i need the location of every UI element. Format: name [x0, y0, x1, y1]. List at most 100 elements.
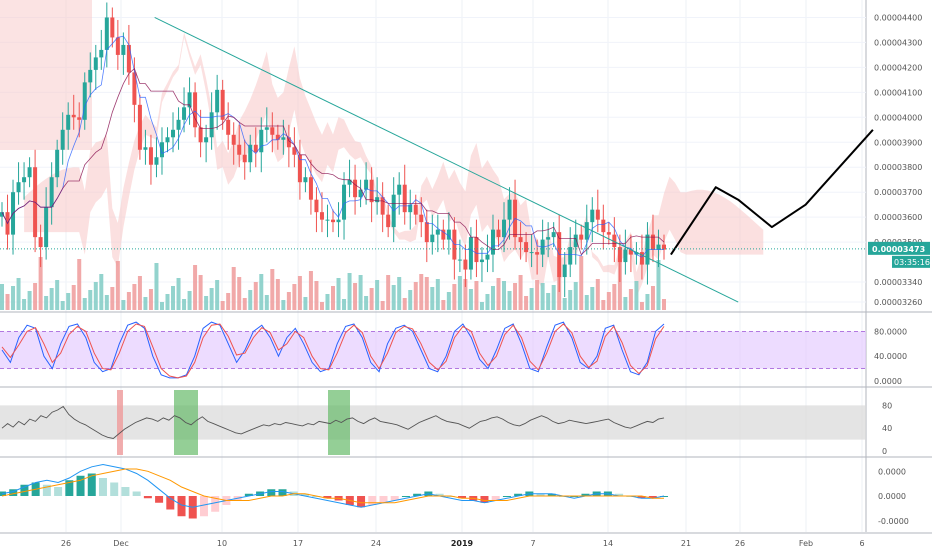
candle-body	[66, 114, 71, 130]
time-tick-label: Dec	[113, 539, 128, 548]
volume-bar	[176, 278, 181, 310]
time-tick-label: 24	[371, 539, 381, 548]
macd-tick-label: -0.0000	[878, 517, 909, 526]
macd-histogram-bar	[480, 496, 489, 503]
candle-body	[524, 242, 529, 253]
volume-bar	[215, 280, 220, 310]
volume-bar	[319, 302, 324, 310]
candle-body	[662, 244, 666, 250]
volume-bar	[413, 282, 418, 310]
volume-bar	[463, 279, 468, 310]
price-tick-label: 0.00003900	[874, 138, 922, 147]
candle-body	[562, 264, 567, 278]
candle-body	[286, 137, 291, 148]
volume-bar	[364, 296, 369, 310]
macd-histogram-bar	[143, 496, 152, 499]
time-tick-label: 26	[61, 539, 71, 548]
price-tick-label: 0.00003340	[874, 278, 922, 287]
time-tick-label: 2019	[451, 539, 474, 548]
volume-bar	[540, 283, 545, 310]
candle-body	[496, 229, 501, 238]
candle-body	[303, 177, 308, 183]
candle-body	[148, 147, 153, 165]
rsi-oversold-zone	[328, 390, 350, 455]
volume-bar	[325, 294, 330, 310]
macd-histogram-bar	[435, 493, 444, 496]
volume-bar	[617, 258, 622, 310]
volume-bar	[546, 293, 551, 310]
candle-body	[446, 229, 451, 240]
candle-body	[342, 184, 347, 220]
macd-histogram-bar	[20, 484, 29, 496]
candle-body	[16, 182, 21, 193]
candle-body	[60, 129, 65, 150]
candle-body	[468, 237, 473, 270]
volume-bar	[270, 269, 275, 310]
volume-bar	[518, 275, 523, 310]
candle-body	[237, 144, 242, 155]
candle-body	[93, 57, 98, 70]
candle-body	[88, 69, 93, 83]
candle-body	[104, 17, 109, 50]
price-tick-label: 0.00004100	[874, 88, 922, 97]
candle-body	[380, 197, 385, 215]
volume-bar	[286, 292, 291, 310]
candle-body	[165, 137, 170, 143]
volume-bar	[275, 279, 280, 310]
volume-bar	[386, 275, 391, 310]
volume-bar	[143, 297, 148, 310]
price-tick-label: 0.00003800	[874, 163, 922, 172]
candle-body	[463, 259, 468, 270]
conversion-line	[1, 35, 664, 258]
volume-bar	[375, 280, 380, 310]
volume-bar	[220, 301, 225, 310]
volume-bar	[590, 287, 595, 310]
volume-bar	[513, 283, 518, 310]
candle-body	[297, 154, 302, 183]
candle-body	[397, 184, 402, 195]
volume-bar	[204, 296, 209, 310]
volume-bar	[353, 283, 358, 310]
candle-body	[424, 222, 429, 243]
volume-bar	[650, 286, 655, 310]
candle-body	[584, 222, 589, 240]
volume-bar	[193, 265, 198, 310]
volume-bar	[435, 279, 440, 310]
candle-body	[430, 234, 435, 243]
volume-bar	[485, 294, 490, 310]
volume-bar	[441, 300, 446, 310]
candle-body	[259, 129, 264, 153]
candle-body	[137, 104, 142, 150]
volume-bar	[535, 280, 540, 310]
macd-histogram-bar	[323, 496, 332, 499]
volume-bar	[628, 289, 633, 310]
volume-bar	[573, 282, 578, 310]
volume-bar	[115, 261, 120, 310]
time-tick-label: 14	[603, 539, 613, 548]
volume-bar	[33, 283, 38, 310]
price-tick-label: 0.00004200	[874, 63, 922, 72]
candle-body	[331, 219, 335, 223]
ichimoku-cloud	[24, 32, 764, 297]
candle-body	[606, 232, 611, 235]
macd-histogram-bar	[155, 496, 164, 503]
candle-body	[617, 247, 622, 263]
macd-tick-label: 0.0000	[878, 467, 906, 476]
countdown-badge	[892, 255, 930, 268]
candle-body	[0, 212, 4, 217]
time-tick-label: 10	[217, 539, 227, 548]
candle-body	[634, 252, 639, 255]
macd-tick-label: 0.0000	[878, 492, 906, 501]
volume-bar	[60, 301, 65, 310]
macd-histogram-bar	[244, 493, 253, 496]
volume-bar	[110, 287, 115, 310]
candle-body	[546, 237, 551, 240]
candle-body	[336, 219, 341, 223]
candle-body	[595, 209, 600, 220]
macd-histogram-bar	[110, 482, 119, 496]
rsi-tick-label: 80	[882, 401, 892, 410]
macd-histogram-bar	[502, 496, 511, 497]
volume-bar	[314, 281, 319, 310]
macd-histogram-bar	[300, 493, 309, 496]
macd-histogram-bar	[390, 496, 399, 501]
